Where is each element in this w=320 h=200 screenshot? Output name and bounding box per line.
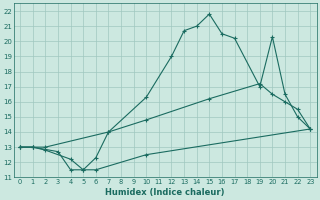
X-axis label: Humidex (Indice chaleur): Humidex (Indice chaleur) [106, 188, 225, 197]
